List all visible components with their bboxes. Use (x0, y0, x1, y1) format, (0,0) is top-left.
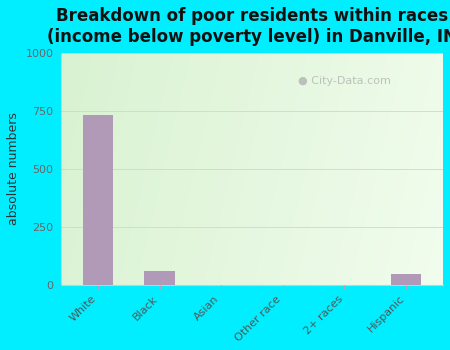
Text: ● City-Data.com: ● City-Data.com (298, 76, 391, 86)
Bar (144, 271, 175, 285)
Bar (391, 274, 422, 285)
Title: Breakdown of poor residents within races
(income below poverty level) in Danvill: Breakdown of poor residents within races… (47, 7, 450, 46)
Bar (83, 116, 113, 285)
Y-axis label: absolute numbers: absolute numbers (7, 112, 20, 225)
